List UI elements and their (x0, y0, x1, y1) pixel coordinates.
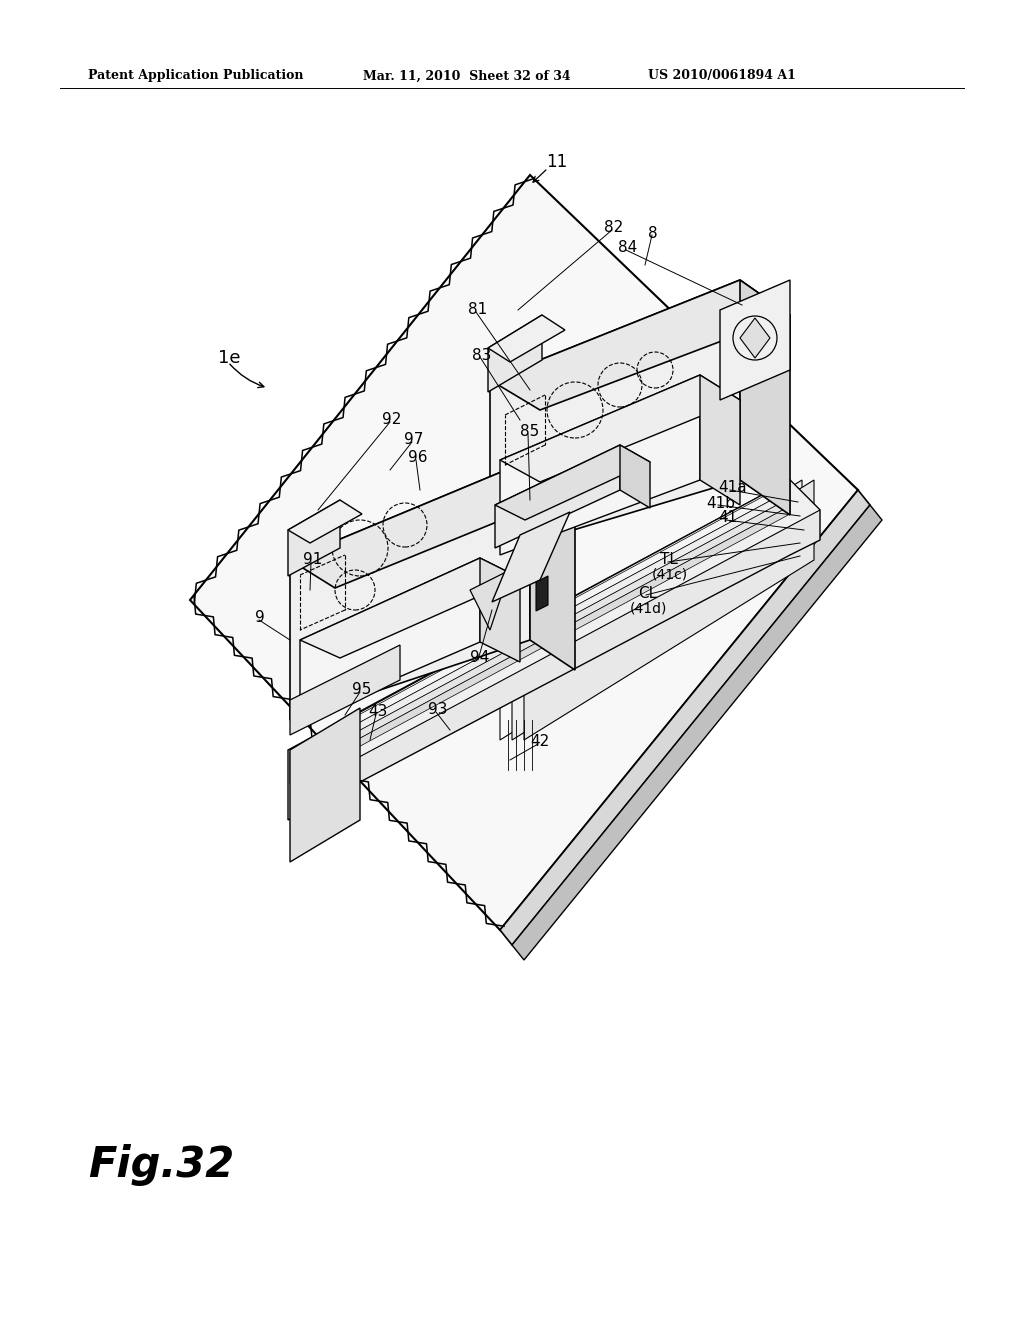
Text: (41c): (41c) (652, 568, 688, 582)
Text: Patent Application Publication: Patent Application Publication (88, 70, 303, 82)
Polygon shape (290, 459, 575, 587)
Text: 43: 43 (368, 705, 387, 719)
Polygon shape (536, 576, 548, 611)
Polygon shape (488, 315, 565, 362)
Polygon shape (290, 506, 790, 784)
Polygon shape (720, 280, 790, 400)
Polygon shape (530, 459, 575, 671)
Text: 8: 8 (648, 226, 657, 240)
Polygon shape (290, 459, 530, 719)
Polygon shape (490, 280, 790, 411)
Polygon shape (290, 490, 790, 768)
Text: 84: 84 (618, 240, 637, 256)
Text: 41a: 41a (718, 480, 746, 495)
Polygon shape (300, 558, 520, 657)
Polygon shape (740, 280, 790, 515)
Polygon shape (490, 280, 740, 554)
Text: Fig.32: Fig.32 (88, 1144, 234, 1185)
Polygon shape (495, 445, 650, 520)
Text: 42: 42 (530, 734, 549, 750)
Text: 9: 9 (255, 610, 265, 626)
Polygon shape (470, 570, 510, 630)
Polygon shape (500, 480, 790, 741)
Polygon shape (500, 375, 740, 482)
Text: US 2010/0061894 A1: US 2010/0061894 A1 (648, 70, 796, 82)
Polygon shape (500, 490, 870, 945)
Text: 41: 41 (718, 511, 737, 525)
Polygon shape (288, 500, 362, 543)
Text: (41d): (41d) (630, 601, 668, 615)
Polygon shape (290, 708, 360, 862)
Text: 85: 85 (520, 425, 540, 440)
Polygon shape (488, 315, 542, 392)
Polygon shape (740, 318, 770, 358)
Text: Mar. 11, 2010  Sheet 32 of 34: Mar. 11, 2010 Sheet 32 of 34 (362, 70, 570, 82)
Text: 82: 82 (604, 220, 624, 235)
Polygon shape (500, 375, 700, 554)
Polygon shape (512, 506, 882, 960)
Polygon shape (480, 558, 520, 663)
Text: 94: 94 (470, 651, 489, 665)
Text: 97: 97 (404, 433, 423, 447)
Polygon shape (700, 375, 740, 506)
Text: 41b: 41b (706, 495, 735, 511)
Polygon shape (495, 445, 620, 548)
Polygon shape (290, 498, 790, 776)
Text: 1e: 1e (218, 348, 241, 367)
Text: 92: 92 (382, 412, 401, 428)
Text: 81: 81 (468, 302, 487, 318)
Text: 83: 83 (472, 347, 492, 363)
Text: CL: CL (638, 586, 657, 601)
Polygon shape (190, 176, 858, 931)
Text: TL: TL (660, 553, 678, 568)
Polygon shape (512, 480, 802, 741)
Text: 93: 93 (428, 702, 447, 718)
Polygon shape (300, 558, 480, 719)
Polygon shape (524, 480, 814, 741)
Polygon shape (288, 500, 340, 576)
Polygon shape (290, 482, 790, 760)
Text: 91: 91 (303, 553, 323, 568)
Text: 95: 95 (352, 682, 372, 697)
Polygon shape (492, 512, 570, 602)
Polygon shape (288, 480, 820, 820)
Polygon shape (290, 645, 400, 735)
Text: 96: 96 (408, 450, 427, 466)
Text: 11: 11 (546, 153, 567, 172)
Polygon shape (290, 480, 820, 777)
Polygon shape (620, 445, 650, 508)
